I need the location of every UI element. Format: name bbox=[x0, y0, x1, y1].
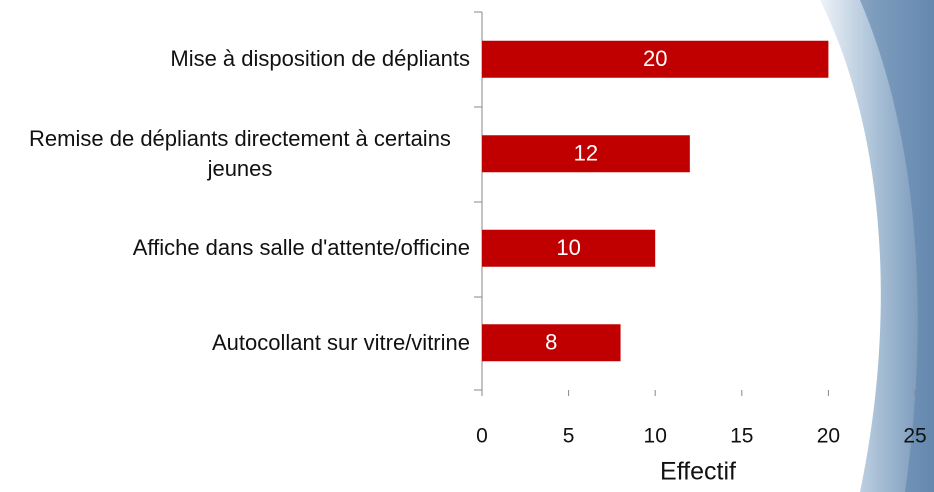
background-decoration bbox=[860, 0, 934, 492]
y-tick-label: Remise de dépliants directement à certai… bbox=[29, 125, 451, 181]
category-label-box: Autocollant sur vitre/vitrine bbox=[0, 328, 470, 358]
category-label-box: Mise à disposition de dépliants bbox=[0, 44, 470, 74]
bar bbox=[482, 135, 690, 173]
bar bbox=[482, 40, 829, 78]
value-label: 8 bbox=[545, 330, 557, 355]
category-label-box: Affiche dans salle d'attente/officine bbox=[0, 233, 470, 263]
value-label: 12 bbox=[574, 141, 598, 166]
x-tick-label: 20 bbox=[817, 425, 840, 448]
bar bbox=[482, 324, 621, 362]
x-tick-label: 25 bbox=[903, 425, 926, 448]
x-tick-label: 5 bbox=[563, 425, 575, 448]
bar bbox=[482, 229, 656, 267]
value-label: 20 bbox=[643, 46, 667, 71]
x-axis-title: Effectif bbox=[660, 458, 736, 486]
x-tick-label: 10 bbox=[644, 425, 667, 448]
x-tick-label: 0 bbox=[476, 425, 488, 448]
x-tick-label: 15 bbox=[730, 425, 753, 448]
value-label: 10 bbox=[556, 235, 580, 260]
y-tick-label: Affiche dans salle d'attente/officine bbox=[132, 235, 470, 261]
category-label-box: Remise de dépliants directement à certai… bbox=[0, 124, 470, 184]
y-tick-label: Autocollant sur vitre/vitrine bbox=[212, 329, 470, 355]
y-tick-label: Mise à disposition de dépliants bbox=[170, 46, 470, 72]
